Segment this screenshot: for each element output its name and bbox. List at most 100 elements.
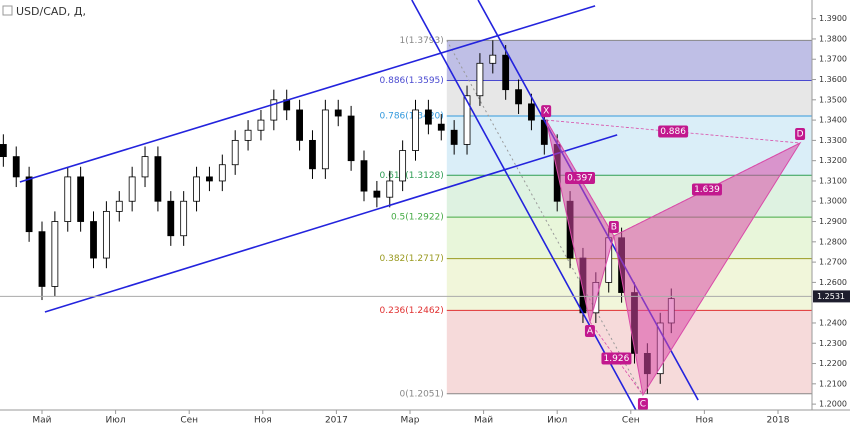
x-tick-label: 2017 [325, 416, 348, 426]
point-box [541, 105, 552, 118]
ratio-box [601, 352, 632, 365]
candle-body [102, 210, 110, 259]
ratio-label: 0.397 [567, 174, 593, 184]
x-tick-label: Сен [622, 416, 640, 426]
plot-area: 1(1.3793) 0.886(1.3595) 0.786(1.3420) 0.618… [0, 0, 812, 410]
candle-body [489, 54, 497, 64]
candle-body [450, 129, 458, 145]
y-tick-label: 1.3700 [819, 55, 847, 64]
y-tick-label: 1.3400 [819, 116, 847, 125]
y-tick-label: 1.2300 [819, 339, 847, 348]
fib-label: 1(1.3793) [400, 36, 444, 46]
candle-body [321, 109, 329, 170]
y-tick-label: 1.2000 [819, 400, 847, 409]
candle-body [206, 176, 213, 182]
trend-line [411, 0, 637, 410]
candle-body [51, 221, 59, 287]
x-tick-label: Мар [400, 416, 419, 426]
y-tick-label: 1.3000 [819, 197, 847, 206]
candle-body [77, 176, 85, 222]
point-box [608, 220, 619, 233]
x-tick-label: Ноя [254, 416, 272, 426]
y-tick-label: 1.3200 [819, 156, 847, 165]
candle-body [347, 115, 355, 162]
ratio-label: 1.926 [604, 354, 630, 364]
ratio-label: 0.886 [660, 127, 686, 137]
candle-body [38, 231, 46, 287]
candle-body [334, 109, 342, 117]
y-tick-label: 1.3500 [819, 95, 847, 104]
candle-body [64, 176, 72, 222]
candle-body [193, 176, 200, 202]
candle-body [141, 156, 149, 178]
ratio-box [565, 172, 596, 185]
point-label: C [640, 399, 646, 409]
fib-band [446, 116, 812, 176]
candle-body [424, 109, 432, 125]
candle-body [412, 109, 419, 151]
y-tick-label: 1.2700 [819, 258, 847, 267]
fib-label: 0.5(1.2922) [391, 213, 444, 223]
point-box [637, 397, 648, 410]
y-tick-label: 1.2200 [819, 359, 847, 368]
candle-body [167, 200, 175, 237]
ratio-box [691, 183, 722, 196]
y-tick-label: 1.2100 [819, 379, 847, 388]
ratio-label: 1.639 [694, 185, 720, 195]
candle-body [373, 190, 381, 198]
y-tick-label: 1.2600 [819, 278, 847, 287]
candle-body [502, 54, 510, 91]
point-box [795, 128, 806, 141]
y-tick-label: 1.3800 [819, 34, 847, 43]
last-price-label: 1.2531 [817, 292, 845, 301]
collapse-icon[interactable] [2, 5, 13, 16]
x-tick-label: Ноя [696, 416, 714, 426]
last-price-tag [813, 290, 850, 303]
point-label: B [611, 222, 617, 232]
candle-body [463, 95, 471, 145]
candle-body [231, 139, 239, 166]
y-tick-label: 1.2400 [819, 318, 847, 327]
candle-body [180, 200, 188, 237]
fib-label: 0.886(1.3595) [380, 76, 444, 86]
candle-body [515, 89, 522, 105]
candle-body [128, 176, 136, 202]
y-tick-label: 1.3100 [819, 176, 847, 185]
candle-body [399, 150, 407, 182]
candle-body [309, 139, 316, 170]
candle-body [386, 180, 394, 198]
point-box [584, 324, 595, 337]
fib-band [446, 40, 812, 81]
y-tick-label: 1.3600 [819, 75, 847, 84]
x-tick-label: 2018 [767, 416, 790, 426]
candle-body [154, 156, 162, 202]
candle-body [437, 123, 445, 131]
candle-body [528, 103, 535, 121]
candle-body [115, 200, 123, 212]
y-tick-label: 1.2800 [819, 237, 847, 246]
chart-title: USD/CAD, Д, [16, 5, 86, 18]
point-label: A [587, 326, 594, 336]
candle-body [244, 129, 252, 141]
fib-label: 0(1.2051) [400, 389, 444, 399]
y-tick-label: 1.3900 [819, 14, 847, 23]
fib-label: 0.786(1.3420) [380, 112, 444, 122]
x-tick-label: Май [474, 416, 493, 426]
point-label: X [543, 107, 549, 117]
candle-body [90, 221, 97, 259]
x-tick-label: Май [32, 416, 51, 426]
x-tick-label: Июл [106, 416, 126, 426]
point-label: D [797, 130, 804, 140]
fib-label: 0.618(1.3128) [380, 171, 444, 181]
candle-body [270, 99, 278, 121]
candle-body [0, 144, 7, 158]
fib-label: 0.382(1.2717) [380, 254, 444, 264]
y-tick-label: 1.3300 [819, 136, 847, 145]
ratio-box [658, 125, 689, 138]
x-tick-label: Июл [547, 416, 567, 426]
x-tick-label: Сен [180, 416, 198, 426]
trend-line [19, 5, 596, 183]
candle-body [296, 109, 303, 141]
candle-body [25, 176, 33, 233]
